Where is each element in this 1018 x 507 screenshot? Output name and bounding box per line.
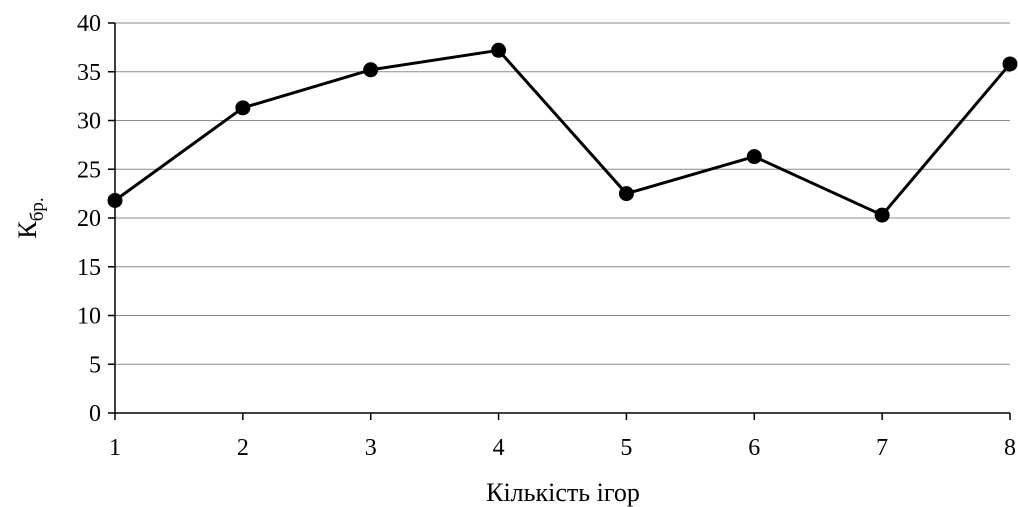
axes xyxy=(108,22,1011,420)
data-points xyxy=(107,42,1018,223)
x-tick-label-3: 3 xyxy=(365,435,377,461)
data-point-4 xyxy=(491,42,507,58)
x-tick-label-7: 7 xyxy=(876,435,888,461)
x-tick-label-2: 2 xyxy=(237,435,249,461)
y-tick-label-40: 40 xyxy=(77,11,101,37)
y-axis-title-main: К xyxy=(13,221,42,239)
data-point-2 xyxy=(235,100,251,116)
y-tick-label-30: 30 xyxy=(77,109,101,135)
y-axis-title-subscript: бр. xyxy=(27,197,48,221)
x-tick-labels: 1 2 3 4 5 6 7 8 xyxy=(109,435,1016,461)
y-tick-label-10: 10 xyxy=(77,304,101,330)
gridlines xyxy=(115,22,1010,365)
data-point-5 xyxy=(618,186,634,202)
y-tick-label-20: 20 xyxy=(77,206,101,232)
x-axis-title: Кількість ігор xyxy=(486,478,640,507)
x-tick-label-5: 5 xyxy=(620,435,632,461)
y-tick-label-0: 0 xyxy=(89,401,101,427)
x-tick-label-4: 4 xyxy=(493,435,505,461)
y-axis-title: Кбр. xyxy=(13,197,48,238)
y-tick-label-5: 5 xyxy=(89,352,101,378)
series-line xyxy=(114,48,1012,217)
y-tick-labels: 0 5 10 15 20 25 30 35 40 xyxy=(77,11,101,427)
data-point-8 xyxy=(1002,56,1018,72)
x-tick-label-8: 8 xyxy=(1004,435,1016,461)
series-polyline xyxy=(114,48,1012,217)
x-tick-label-6: 6 xyxy=(748,435,760,461)
data-point-3 xyxy=(363,62,379,78)
y-tick-label-35: 35 xyxy=(77,60,101,86)
x-tick-label-1: 1 xyxy=(109,435,121,461)
data-point-7 xyxy=(874,207,890,223)
y-tick-label-15: 15 xyxy=(77,255,101,281)
data-point-6 xyxy=(746,149,762,165)
y-tick-label-25: 25 xyxy=(77,157,101,183)
data-point-1 xyxy=(107,192,123,208)
